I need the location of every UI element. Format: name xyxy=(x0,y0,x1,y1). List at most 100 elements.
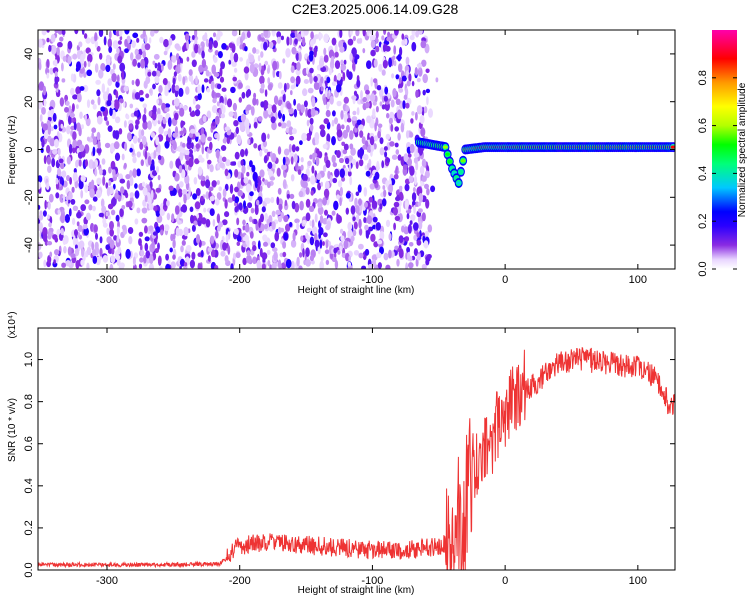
heatmap-cell xyxy=(325,159,331,169)
heatmap-cell xyxy=(144,236,150,242)
heatmap-cell xyxy=(216,180,220,185)
heatmap-cell xyxy=(334,60,341,69)
heatmap-cell xyxy=(99,236,103,244)
heatmap-cell xyxy=(153,237,158,245)
heatmap-cell xyxy=(249,54,255,63)
heatmap-cell xyxy=(337,180,343,188)
heatmap-cell xyxy=(228,59,232,65)
heatmap-cell xyxy=(232,194,236,202)
heatmap-cell xyxy=(73,168,77,174)
heatmap-cell xyxy=(54,249,60,256)
heatmap-cell xyxy=(405,262,408,269)
heatmap-cell xyxy=(291,144,296,153)
heatmap-cell xyxy=(421,59,427,67)
heatmap-cell xyxy=(96,131,101,141)
snr-panel: -300 -200 -100 0 100 0.0 0.2 0.4 0.6 0.8 1.0 Heig… xyxy=(7,311,676,596)
heatmap-cell xyxy=(148,203,154,211)
heatmap-cell xyxy=(236,241,241,246)
heatmap-cell xyxy=(76,211,82,219)
heatmap-cell xyxy=(115,90,119,99)
heatmap-cell xyxy=(140,129,145,137)
heatmap-cell xyxy=(219,76,225,83)
heatmap-cell xyxy=(79,86,85,91)
heatmap-cell xyxy=(383,189,387,198)
heatmap-cell xyxy=(310,175,316,185)
heatmap-cell xyxy=(80,204,86,212)
heatmap-cell xyxy=(388,117,393,125)
heatmap-cell xyxy=(363,187,368,197)
heatmap-cell xyxy=(340,235,345,242)
heatmap-cell xyxy=(134,48,139,56)
heatmap-cell xyxy=(221,87,227,92)
heatmap-cell xyxy=(91,127,97,133)
heatmap-cell xyxy=(149,254,154,265)
heatmap-cell xyxy=(139,134,143,140)
heatmap-cell xyxy=(282,251,287,258)
x-tick-label: -300 xyxy=(96,274,118,286)
heatmap-cell xyxy=(59,97,65,107)
x-tick-label: 100 xyxy=(629,274,647,286)
heatmap-cell xyxy=(227,197,234,203)
heatmap-cell xyxy=(194,30,198,38)
heatmap-cell xyxy=(300,157,304,163)
heatmap-cell xyxy=(41,30,47,36)
heatmap-cell xyxy=(234,206,239,213)
heatmap-cell xyxy=(194,43,199,54)
heatmap-cell xyxy=(323,33,330,43)
heatmap-cell xyxy=(148,225,154,232)
heatmap-cell xyxy=(192,193,198,200)
heatmap-cell xyxy=(232,76,237,82)
heatmap-cell xyxy=(209,164,214,173)
heatmap-cell xyxy=(258,62,262,72)
heatmap-cell xyxy=(47,201,51,210)
heatmap-cell xyxy=(119,178,126,184)
heatmap-cell xyxy=(206,110,212,119)
heatmap-cell xyxy=(445,152,450,156)
heatmap-cell xyxy=(117,220,120,229)
heatmap-cell xyxy=(92,103,97,110)
heatmap-cell xyxy=(85,47,91,54)
heatmap-cell xyxy=(397,154,402,161)
heatmap-cell xyxy=(195,104,201,110)
heatmap-cell xyxy=(97,115,103,125)
heatmap-cell xyxy=(247,138,251,145)
heatmap-cell xyxy=(332,177,338,184)
heatmap-cell xyxy=(355,191,360,197)
heatmap-cell xyxy=(96,45,101,52)
heatmap-cell xyxy=(65,100,70,106)
heatmap-cell xyxy=(128,236,133,245)
heatmap-cell xyxy=(85,212,91,221)
heatmap-cell xyxy=(349,176,353,186)
heatmap-cell xyxy=(159,209,165,216)
heatmap-cell xyxy=(60,123,64,129)
heatmap-cell xyxy=(250,207,255,214)
heatmap-cell xyxy=(97,96,101,106)
heatmap-cell xyxy=(322,217,328,225)
heatmap-cell xyxy=(428,108,433,118)
heatmap-cell xyxy=(80,189,84,199)
heatmap-cell xyxy=(244,223,250,233)
heatmap-cell xyxy=(381,35,385,41)
heatmap-cell xyxy=(220,113,226,119)
heatmap-cell xyxy=(163,50,168,56)
heatmap-cell xyxy=(139,257,144,263)
heatmap-cell xyxy=(112,40,119,49)
heatmap-cell xyxy=(157,174,161,181)
heatmap-cell xyxy=(369,136,375,146)
heatmap-cell xyxy=(276,31,282,39)
heatmap-cell xyxy=(353,250,360,256)
heatmap-cell xyxy=(308,205,315,212)
heatmap-cell xyxy=(98,212,104,218)
heatmap-cell xyxy=(379,101,383,107)
heatmap-cell xyxy=(286,120,292,128)
heatmap-cell xyxy=(296,61,301,71)
heatmap-cell xyxy=(101,205,107,214)
heatmap-cell xyxy=(355,30,360,37)
heatmap-cell xyxy=(201,144,205,155)
heatmap-cell xyxy=(188,157,194,168)
heatmap-cell xyxy=(114,152,121,161)
heatmap-cell xyxy=(252,97,257,106)
heatmap-cell xyxy=(69,177,72,185)
heatmap-cell xyxy=(164,107,170,112)
heatmap-cell xyxy=(157,143,161,154)
